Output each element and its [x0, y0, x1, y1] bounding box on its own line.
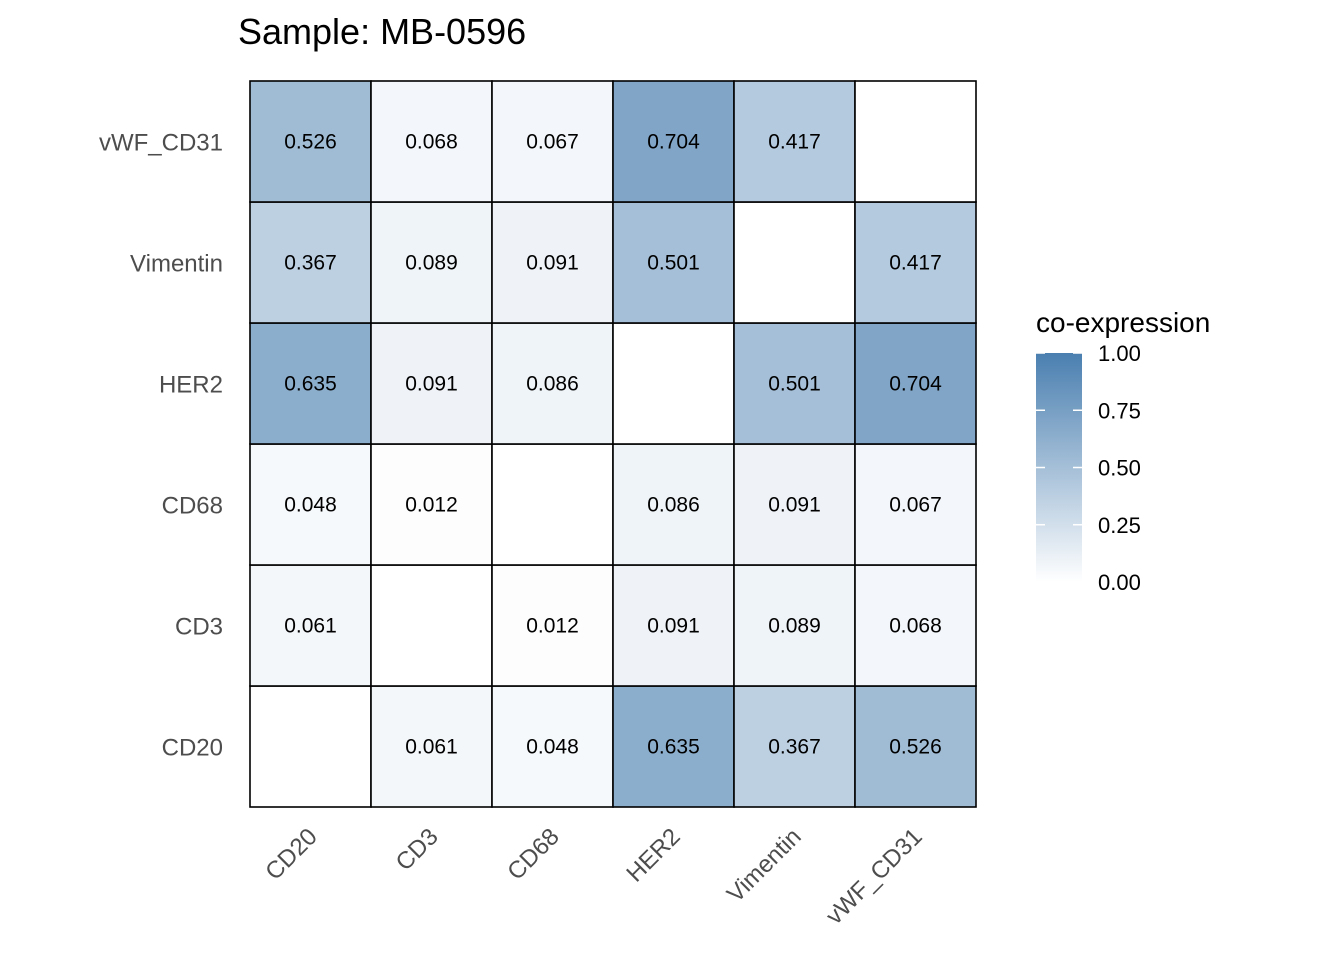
heatmap-cell: [733, 322, 856, 445]
cell-value-label: 0.091: [405, 373, 458, 396]
cell-value-label: 0.501: [768, 373, 821, 396]
cell-value-label: 0.417: [768, 131, 821, 154]
heatmap-cell: [612, 443, 735, 566]
heatmap-cell: [854, 443, 977, 566]
cell-value-label: 0.089: [768, 615, 821, 638]
x-tick-label: CD20: [260, 823, 322, 885]
cell-value-label: 0.061: [284, 615, 337, 638]
heatmap-cell: [733, 685, 856, 808]
cell-value-label: 0.091: [526, 252, 579, 275]
heatmap-cell: [612, 80, 735, 203]
heatmap-cell: [612, 564, 735, 687]
heatmap-cell: [491, 443, 614, 566]
heatmap-cell: [854, 201, 977, 324]
heatmap-cell: [370, 564, 493, 687]
heatmap-cell: [491, 201, 614, 324]
heatmap-cell: [491, 80, 614, 203]
cell-value-label: 0.367: [284, 252, 337, 275]
legend-ticks: 0.00 0.25 0.50 0.75 1.00: [1036, 341, 1141, 595]
y-tick-label: CD68: [162, 493, 223, 520]
y-tick-label: vWF_CD31: [99, 130, 223, 157]
cell-value-label: 0.048: [526, 736, 579, 759]
heatmap-cell: [612, 322, 735, 445]
heatmap-cell: [854, 564, 977, 687]
cell-value-label: 0.091: [768, 494, 821, 517]
chart-title: Sample: MB-0596: [238, 11, 526, 52]
cell-value-label: 0.086: [647, 494, 700, 517]
x-tick-label: Vimentin: [722, 823, 807, 908]
heatmap-cell: [370, 443, 493, 566]
y-tick-label: Vimentin: [130, 251, 223, 278]
cell-value-label: 0.061: [405, 736, 458, 759]
x-tick-label: HER2: [621, 823, 685, 887]
cell-value-label: 0.048: [284, 494, 337, 517]
legend-tick-label: 1.00: [1098, 341, 1141, 366]
legend-tick-label: 0.75: [1098, 398, 1141, 423]
cell-value-label: 0.089: [405, 252, 458, 275]
cell-value-label: 0.501: [647, 252, 700, 275]
x-tick-label: vWF_CD31: [821, 823, 928, 930]
y-axis-tick-labels: CD20 CD3 CD68 HER2 Vimentin vWF_CD31: [99, 130, 223, 762]
cell-value-label: 0.526: [889, 736, 942, 759]
x-tick-label: CD3: [391, 823, 444, 876]
cell-value-label: 0.635: [284, 373, 337, 396]
heatmap-cell: [854, 322, 977, 445]
heatmap-cell: [491, 685, 614, 808]
heatmap-cell: [370, 322, 493, 445]
heatmap-cell: [249, 201, 372, 324]
heatmap-cell: [249, 685, 372, 808]
heatmap-cell: [491, 564, 614, 687]
cell-value-label: 0.012: [405, 494, 458, 517]
cell-value-label: 0.526: [284, 131, 337, 154]
cell-value-label: 0.012: [526, 615, 579, 638]
cell-value-label: 0.704: [647, 131, 700, 154]
heatmap-cell: [370, 685, 493, 808]
heatmap-cell: [491, 322, 614, 445]
x-axis-tick-labels: CD20 CD3 CD68 HER2 Vimentin vWF_CD31: [260, 823, 927, 930]
heatmap-cell: [733, 201, 856, 324]
y-tick-label: HER2: [159, 372, 223, 399]
color-legend: co-expression 0.00 0.25 0.50 0.75 1.00: [1036, 307, 1210, 595]
cell-value-label: 0.068: [405, 131, 458, 154]
y-tick-label: CD20: [162, 735, 223, 762]
legend-tick-label: 0.50: [1098, 456, 1141, 481]
y-tick-label: CD3: [175, 614, 223, 641]
cell-value-label: 0.367: [768, 736, 821, 759]
cell-value-label: 0.067: [526, 131, 579, 154]
cell-value-label: 0.635: [647, 736, 700, 759]
cell-value-label: 0.417: [889, 252, 942, 275]
legend-title: co-expression: [1036, 307, 1210, 338]
cell-value-label: 0.704: [889, 373, 942, 396]
heatmap-cell: [854, 685, 977, 808]
heatmap-cell: [249, 564, 372, 687]
cell-value-label: 0.086: [526, 373, 579, 396]
legend-tick-label: 0.00: [1098, 570, 1141, 595]
heatmap-cell: [370, 80, 493, 203]
cell-value-label: 0.091: [647, 615, 700, 638]
legend-tick-label: 0.25: [1098, 513, 1141, 538]
cell-value-label: 0.068: [889, 615, 942, 638]
cell-value-label: 0.067: [889, 494, 942, 517]
heatmap-cells: 0.061 0.048 0.635 0.367 0.526 0.061 0.012 0.091…: [249, 80, 977, 808]
x-tick-label: CD68: [502, 823, 564, 885]
heatmap-cell: [733, 564, 856, 687]
heatmap-cell: [854, 80, 977, 203]
heatmap-cell: [249, 322, 372, 445]
